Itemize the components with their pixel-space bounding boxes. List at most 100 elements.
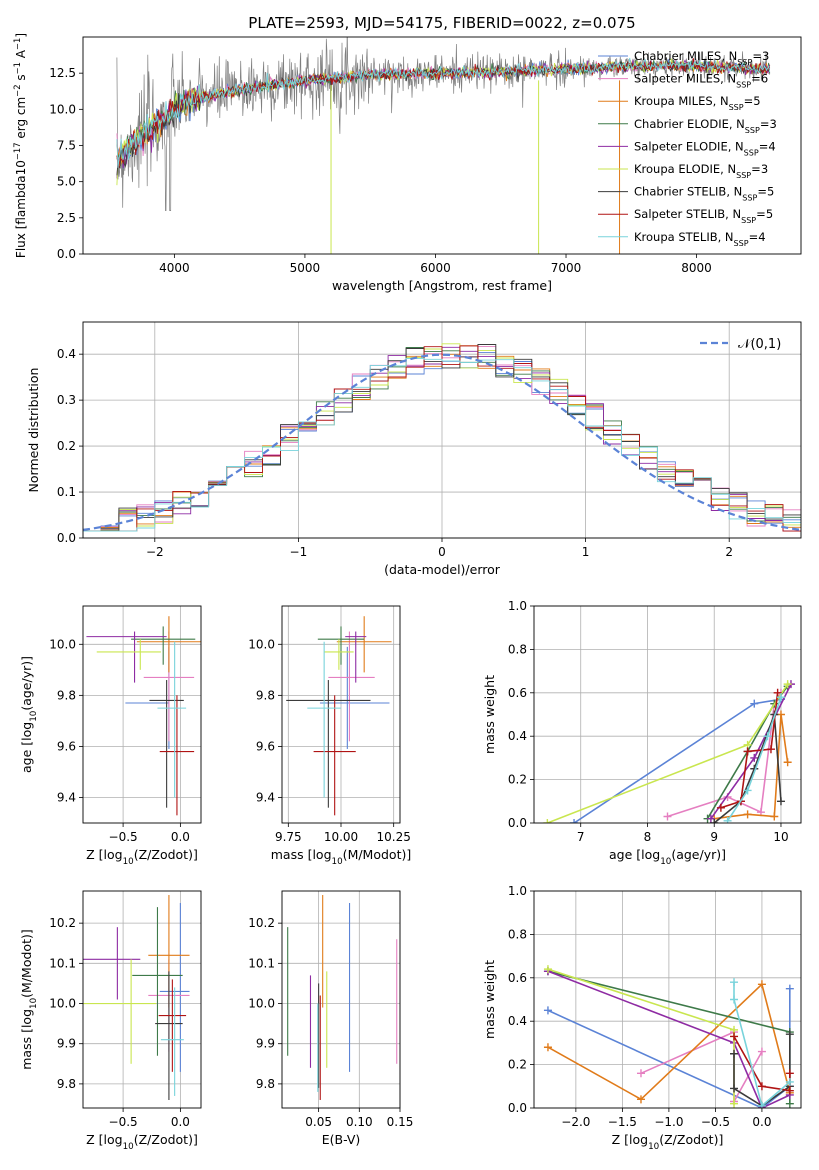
plus-marker (776, 693, 785, 702)
panel-age_vs_mass: 9.75 10.00 10.25 9.4 9.6 9.8 10.0 mass [log10(M… (248, 605, 411, 867)
x-tick-label: 0.10 (346, 1115, 373, 1129)
plus-marker (636, 1095, 645, 1104)
x-tick-label: −1 (290, 545, 308, 559)
plus-marker (785, 1077, 794, 1086)
y-tick-label: 10.0 (49, 997, 76, 1011)
plus-marker (730, 978, 739, 987)
y-tick-label: 10.1 (248, 956, 275, 970)
plus-marker (783, 758, 792, 767)
y-tick-label: 9.6 (256, 739, 275, 753)
series-kroupa-elodie (543, 680, 792, 823)
y-tick-label: 7.5 (57, 139, 76, 153)
series-kroupa-elodie (543, 965, 739, 1108)
plus-marker (710, 819, 719, 823)
y-tick-label: 0.6 (508, 686, 527, 700)
y-tick-label: 10.0 (248, 997, 275, 1011)
y-tick-label: 9.8 (256, 1077, 275, 1091)
errorbar-point-kroupa-stelib (307, 641, 341, 798)
plus-marker (776, 710, 785, 719)
gaussian-reference-curve (83, 353, 801, 531)
y-tick-label: 1.0 (508, 599, 527, 613)
y-tick-label: 0.1 (57, 485, 76, 499)
x-tick-label: −0.5 (109, 830, 138, 844)
model-line-salpeter-stelib (116, 58, 771, 169)
plus-marker (743, 747, 752, 756)
errorbar-point-kroupa-stelib (160, 987, 184, 1096)
plus-marker (543, 1006, 552, 1015)
plus-marker (757, 1082, 766, 1091)
errorbar-point-kroupa-elodie (96, 639, 161, 670)
x-tick-label: 0.0 (171, 1115, 190, 1129)
observed-spectrum-line (116, 37, 771, 211)
axes-frame (82, 321, 802, 539)
series-kroupa-stelib (730, 978, 794, 1108)
y-tick-label: 9.4 (256, 790, 275, 804)
x-tick-label: 10.00 (324, 830, 358, 844)
x-tick-label: 0.15 (387, 1115, 414, 1129)
errorbar-point-chabrier-miles (319, 646, 390, 749)
errorbar-point-chabrier-stelib (155, 971, 183, 1100)
errorbar-point-chabrier-stelib (149, 680, 184, 808)
legend-entry: Salpeter MILES, NSSP=6 (634, 72, 768, 90)
x-axis-label: age [log10(age/yr)] (609, 847, 726, 867)
plus-marker (730, 1084, 739, 1093)
plot-area (83, 895, 190, 1100)
plus-marker (543, 819, 552, 823)
x-tick-label: −2.0 (561, 1115, 590, 1129)
x-tick-label: 2 (725, 545, 733, 559)
y-tick-label: 2.5 (57, 211, 76, 225)
x-axis-label: Z [log10(Z/Zodot)] (86, 1132, 198, 1152)
plus-marker (570, 819, 579, 823)
plus-marker (763, 732, 772, 741)
plus-marker (706, 814, 715, 823)
plot-area (543, 680, 795, 823)
y-tick-label: 9.8 (57, 688, 76, 702)
y-tick-label: 9.8 (256, 688, 275, 702)
plus-marker (785, 1069, 794, 1078)
series-kroupa-miles (543, 980, 794, 1104)
series-salpeter-elodie (706, 680, 795, 823)
x-tick-label: −0.5 (109, 1115, 138, 1129)
y-axis-label: mass weight (482, 960, 497, 1039)
x-tick-label: 1 (582, 545, 590, 559)
plot-area (116, 37, 771, 254)
series-kroupa-miles (710, 710, 792, 823)
errorbar-point-chabrier-elodie (317, 626, 365, 665)
plus-marker (785, 1030, 794, 1039)
y-tick-label: 10.2 (49, 916, 76, 930)
errorbar-point-kroupa-stelib (157, 641, 187, 798)
plus-marker (757, 980, 766, 989)
plus-marker (730, 1032, 739, 1041)
y-axis-label: mass weight (482, 675, 497, 754)
axes-frame (281, 605, 401, 824)
legend-entry: Salpeter ELODIE, NSSP=4 (634, 139, 776, 157)
series-kroupa-stelib (723, 693, 785, 823)
x-tick-label: 0.0 (171, 830, 190, 844)
plus-marker (750, 753, 759, 762)
x-tick-label: 10 (773, 830, 788, 844)
y-tick-label: 1.0 (508, 884, 527, 898)
plus-marker (723, 816, 732, 823)
errorbar-point-chabrier-stelib (286, 680, 371, 808)
plot-area (286, 616, 392, 816)
errorbar-point-salpeter-miles (328, 631, 375, 742)
y-axis-label: Flux [flambda10−17 erg cm−2 s−1 A−1] (12, 33, 28, 258)
x-tick-label: −2 (146, 545, 164, 559)
plus-marker (543, 965, 552, 974)
histogram-salpeter-stelib (83, 345, 801, 538)
x-tick-label: 7000 (551, 261, 582, 275)
series-salpeter-miles (636, 1028, 766, 1106)
x-tick-label: 0.0 (752, 1115, 771, 1129)
y-tick-label: 9.6 (57, 739, 76, 753)
y-tick-label: 0.3 (57, 393, 76, 407)
y-tick-label: 10.2 (248, 916, 275, 930)
series-salpeter-stelib (716, 688, 782, 812)
legend-entry: Chabrier ELODIE, NSSP=3 (634, 117, 777, 135)
plus-marker (716, 803, 725, 812)
x-axis-label: wavelength [Angstrom, rest frame] (332, 278, 552, 293)
x-axis-label: (data-model)/error (384, 562, 501, 577)
x-tick-label: 5000 (290, 261, 321, 275)
y-tick-label: 9.9 (256, 1037, 275, 1051)
x-tick-label: 9 (710, 830, 718, 844)
x-tick-label: −0.5 (701, 1115, 730, 1129)
